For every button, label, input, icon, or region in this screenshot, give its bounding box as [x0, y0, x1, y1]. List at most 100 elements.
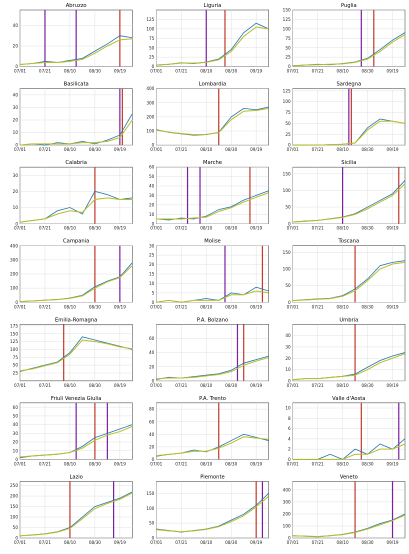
x-tick-label: 08/30: [225, 304, 237, 309]
y-tick-label: 400: [146, 86, 154, 91]
x-tick-label: 08/30: [225, 383, 237, 388]
chart-title: Abruzzo: [66, 3, 87, 9]
chart-title: Veneto: [340, 474, 358, 480]
chart-panel: Sicilia 0 50 100 150 07/01 07/21 08/10 08/30 09/1…: [283, 160, 406, 231]
chart-title: Lombardia: [199, 82, 226, 88]
x-tick-label: 08/30: [362, 540, 374, 545]
smoothed-series-line: [19, 425, 133, 458]
x-tick-label: 07/21: [175, 147, 187, 152]
y-tick-label: 40: [149, 350, 155, 355]
x-tick-label: 08/10: [337, 147, 349, 152]
x-tick-label: 08/30: [89, 461, 101, 466]
x-tick-label: 08/30: [362, 461, 374, 466]
chart-title: Liguria: [204, 3, 222, 9]
chart-panel: Abruzzo 0 20 40 07/01 07/21 08/10 08/30 09/19: [13, 3, 133, 74]
y-tick-label: 30: [13, 173, 19, 178]
y-tick-label: 400: [283, 487, 291, 492]
x-tick-label: 09/19: [114, 69, 126, 74]
x-tick-label: 09/19: [386, 147, 398, 152]
y-tick-label: 150: [10, 504, 18, 509]
y-tick-label: 10: [149, 212, 155, 217]
y-tick-label: 6: [288, 426, 291, 431]
x-tick-label: 07/21: [175, 304, 187, 309]
x-tick-label: 07/21: [312, 147, 324, 152]
y-tick-label: 0: [152, 457, 155, 462]
chart-panel: Liguria 0 25 50 75 100 125 07/01 07/21 08/10 08/30…: [146, 3, 269, 74]
plot-frame: [292, 324, 406, 382]
y-tick-label: 60: [149, 336, 155, 341]
x-tick-label: 07/01: [14, 69, 26, 74]
y-tick-label: 150: [283, 8, 291, 13]
y-tick-label: 30: [13, 431, 19, 436]
y-tick-label: 10: [149, 281, 155, 286]
chart-title: Friuli Venezia Giulia: [51, 396, 102, 402]
x-tick-label: 08/30: [225, 540, 237, 545]
y-tick-label: 100: [146, 26, 154, 31]
x-tick-label: 07/01: [150, 461, 162, 466]
x-tick-label: 07/21: [312, 383, 324, 388]
y-tick-label: 125: [283, 88, 291, 93]
y-tick-label: 40: [13, 23, 19, 28]
smoothed-series-line: [156, 192, 269, 220]
y-tick-label: 30: [13, 105, 19, 110]
x-tick-label: 08/30: [89, 69, 101, 74]
y-tick-label: 40: [13, 92, 19, 97]
y-tick-label: 60: [149, 419, 155, 424]
smoothed-series-line: [292, 353, 406, 381]
x-tick-label: 08/10: [64, 304, 76, 309]
x-tick-label: 08/30: [89, 383, 101, 388]
y-tick-label: 30: [149, 193, 155, 198]
y-tick-label: 0: [15, 143, 18, 148]
plot-frame: [19, 324, 133, 382]
y-tick-label: 0: [288, 300, 291, 305]
chart-panel: Molise 0 5 10 15 20 25 30 07/01 07/21 08/10 08/30 09…: [149, 239, 269, 309]
x-tick-label: 07/01: [150, 540, 162, 545]
x-tick-label: 07/01: [287, 69, 299, 74]
x-tick-label: 08/30: [362, 304, 374, 309]
y-tick-label: 10: [13, 205, 19, 210]
x-tick-label: 07/21: [312, 304, 324, 309]
y-tick-label: 20: [13, 44, 19, 49]
y-tick-label: 10: [13, 448, 19, 453]
x-tick-label: 07/01: [150, 69, 162, 74]
y-tick-label: 2: [288, 447, 291, 452]
y-tick-label: 0: [288, 378, 291, 383]
y-tick-label: 40: [149, 184, 155, 189]
y-tick-label: 100: [10, 515, 18, 520]
x-tick-label: 08/10: [200, 383, 212, 388]
smoothed-series-line: [19, 197, 133, 223]
x-tick-label: 08/10: [200, 226, 212, 231]
y-tick-label: 100: [283, 99, 291, 104]
smoothed-series-line: [19, 492, 133, 537]
y-tick-label: 150: [146, 491, 154, 496]
y-tick-label: 0: [15, 221, 18, 226]
y-tick-label: 4: [288, 436, 291, 441]
x-tick-label: 09/19: [386, 461, 398, 466]
x-tick-label: 08/30: [225, 461, 237, 466]
chart-panel: Umbria 0 10 20 30 40 07/01 07/21 08/10 08/30 09/19: [285, 317, 406, 388]
x-tick-label: 07/01: [150, 226, 162, 231]
chart-panel: Friuli Venezia Giulia 0 10 20 30 40 50 60 07/01 0…: [13, 396, 133, 466]
smoothed-series-line: [292, 261, 406, 302]
plot-frame: [292, 166, 406, 224]
x-tick-label: 07/21: [175, 540, 187, 545]
chart-title: Sicilia: [341, 160, 356, 166]
y-tick-label: 125: [146, 17, 154, 22]
x-tick-label: 09/19: [386, 69, 398, 74]
y-tick-label: 15: [149, 272, 155, 277]
chart-panel: Campania 0 100 200 300 400 07/01 07/21 08/10 08/3…: [10, 239, 133, 309]
chart-title: Puglia: [341, 3, 357, 9]
x-tick-label: 09/19: [250, 540, 262, 545]
y-tick-label: 50: [149, 45, 155, 50]
y-tick-label: 20: [149, 364, 155, 369]
x-tick-label: 09/19: [386, 304, 398, 309]
chart-title: Toscana: [337, 239, 359, 245]
chart-panel: Piemonte 0 50 100 150 07/01 07/21 08/10 08/30 09/…: [146, 474, 269, 545]
y-tick-label: 50: [149, 521, 155, 526]
y-tick-label: 50: [13, 525, 19, 530]
y-tick-label: 150: [283, 250, 291, 255]
y-tick-label: 5: [152, 290, 155, 295]
chart-panel: Puglia 0 25 50 75 100 125 150 07/01 07/21 08/10 08/…: [283, 3, 406, 74]
